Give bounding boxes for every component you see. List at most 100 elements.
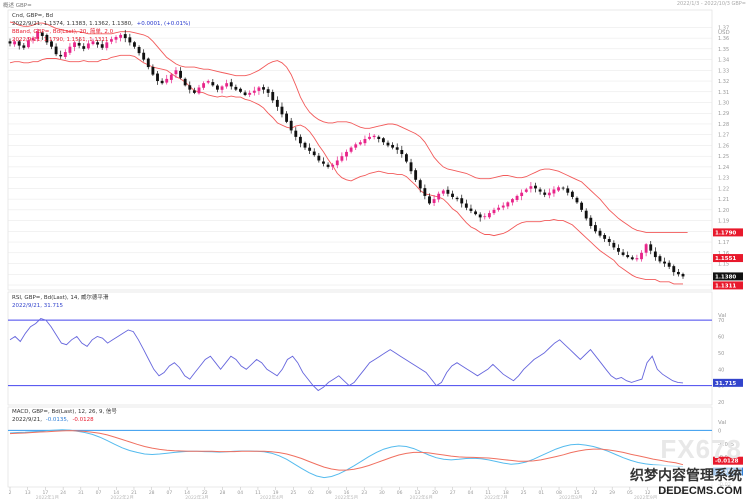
date-tick-label: 13 [414,490,420,496]
candle [469,204,473,214]
candle [630,255,634,261]
candle [524,187,528,193]
candle-body [667,262,671,267]
date-tick-label: 02 [308,490,314,496]
price-tag-label: 1.1380 [715,274,736,280]
month-label: 2022年6月 [410,494,433,499]
candle [377,135,381,143]
candle [63,49,67,60]
candle-body [437,193,441,200]
candle-body [285,113,289,122]
candle [275,96,279,111]
month-label: 2022年4月 [260,494,283,499]
candle-body [31,38,35,41]
rsi-tick-label: 50 [718,351,724,357]
month-label: 2022年8月 [559,494,582,499]
candle-body [59,54,63,57]
candle-body [543,192,547,195]
price-tick-label: 1.27 [718,133,729,139]
candle [649,241,653,255]
candle [635,254,639,262]
candle-body [598,230,602,236]
price-tick-label: 1.20 [718,208,729,214]
candle-body [603,235,607,239]
candle [183,77,187,87]
candle [663,257,666,267]
candle-body [345,151,348,157]
candle-body [363,139,367,144]
candle-body [156,73,159,82]
candle [169,73,173,84]
candle [644,243,648,257]
candle-body [45,34,49,43]
candle-body [50,41,53,47]
candle-body [133,42,136,47]
date-tick-label: 25 [521,490,527,496]
candle-body [280,106,284,115]
candle-body [584,210,588,219]
candle [100,40,104,50]
candle [331,162,335,171]
candle [179,67,182,80]
candle-body [483,216,487,218]
candle [414,168,418,183]
candle [511,198,514,206]
candle-body [501,205,505,208]
candlestick-series [8,28,685,279]
candle-body [275,99,279,107]
candle-body [474,211,477,215]
candle [82,43,86,52]
candle [206,79,210,85]
candle-body [580,202,584,210]
candle-body [630,257,634,260]
candle [298,134,302,148]
candle-body [294,130,298,137]
candle-body [506,202,510,207]
month-label: 2022年3月 [185,494,208,499]
date-tick-label: 04 [468,490,474,496]
candle [543,189,547,198]
candle-body [391,144,395,148]
price-tags: 1.1790 1.1551 1.1380 1.1311 [713,228,743,290]
candle-body [524,189,528,192]
candle [326,162,330,169]
candle [335,156,339,169]
candle [621,248,625,257]
candle-body [312,151,316,156]
candle-body [593,225,597,232]
candle [418,178,422,193]
ohlc-change: +0.0001, (+0.01%) [137,21,191,27]
candle-body [128,37,132,43]
price-axis: 1.37 1.36 1.35 1.34 1.33 1.32 1.31 1.30 1.29 1.28… [718,25,729,289]
candle [349,146,353,154]
candle-body [469,208,473,211]
candle-body [464,203,468,208]
candle-body [243,92,247,95]
candle-body [96,42,100,45]
candle [580,201,584,212]
price-tick-label: 1.15 [718,262,729,268]
candle [391,142,395,150]
candle-body [455,197,459,200]
candle [626,251,630,259]
watermark-brand: FX678 [660,434,742,464]
candle [91,38,95,46]
candle-body [607,238,611,243]
price-tick-label: 1.30 [718,101,729,107]
candle [372,133,376,140]
candle [474,209,477,216]
candle [589,215,593,229]
candle-body [561,187,565,189]
bband-values: 2022/9/21, 1.1790, 1.1551, 1.1311 [12,37,108,43]
candle [151,64,155,76]
date-tick-label: 30 [379,490,385,496]
candle [308,143,312,155]
candle-body [188,85,192,90]
candle [216,84,219,93]
macd-value-b: -0.0128 [72,417,94,423]
candle [640,250,643,262]
window-title: 概述 GBP= [3,1,32,9]
candle [529,181,533,193]
price-panel: 1.37 1.36 1.35 1.34 1.33 1.32 1.31 1.30 1.29 1.28… [7,9,743,291]
macd-axis-unit: Val [718,420,727,426]
